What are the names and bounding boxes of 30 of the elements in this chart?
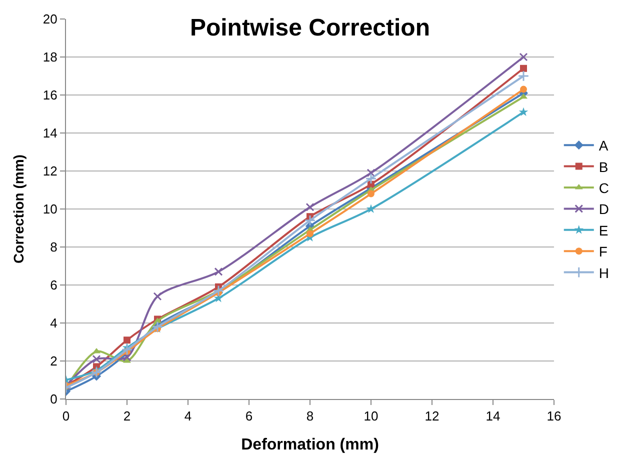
x-tick-label: 0 (62, 408, 70, 424)
x-tick-label: 8 (306, 408, 314, 424)
x-tick-label: 4 (184, 408, 192, 424)
legend-label: E (598, 222, 608, 238)
y-tick-label: 2 (50, 354, 58, 369)
y-tick-label: 6 (50, 278, 58, 293)
y-tick-label: 10 (42, 202, 58, 217)
y-tick-label: 20 (42, 12, 58, 27)
legend-label: A (598, 138, 609, 154)
legend-label: H (598, 264, 610, 281)
x-tick-label: 2 (123, 408, 131, 424)
y-axis-title: Correction (mm) (10, 154, 27, 264)
y-tick-label: 12 (42, 164, 58, 179)
y-tick-label: 16 (42, 88, 58, 103)
y-tick-label: 0 (50, 392, 58, 407)
legend-label: D (598, 201, 610, 218)
y-tick-label: 18 (42, 50, 58, 65)
x-tick-label: 6 (245, 408, 253, 424)
x-tick-label: 14 (486, 408, 500, 424)
x-tick-label: 16 (546, 408, 562, 424)
legend-label: C (598, 180, 610, 196)
x-tick-label: 10 (364, 408, 378, 424)
chart-title: Pointwise Correction (190, 14, 430, 42)
y-tick-label: 4 (50, 316, 58, 331)
x-axis-title: Deformation (mm) (241, 436, 379, 454)
y-tick-label: 14 (42, 126, 58, 141)
legend-label: F (598, 244, 608, 260)
x-tick-label: 12 (424, 408, 440, 424)
y-tick-label: 8 (50, 240, 58, 255)
legend-label: B (598, 158, 608, 175)
